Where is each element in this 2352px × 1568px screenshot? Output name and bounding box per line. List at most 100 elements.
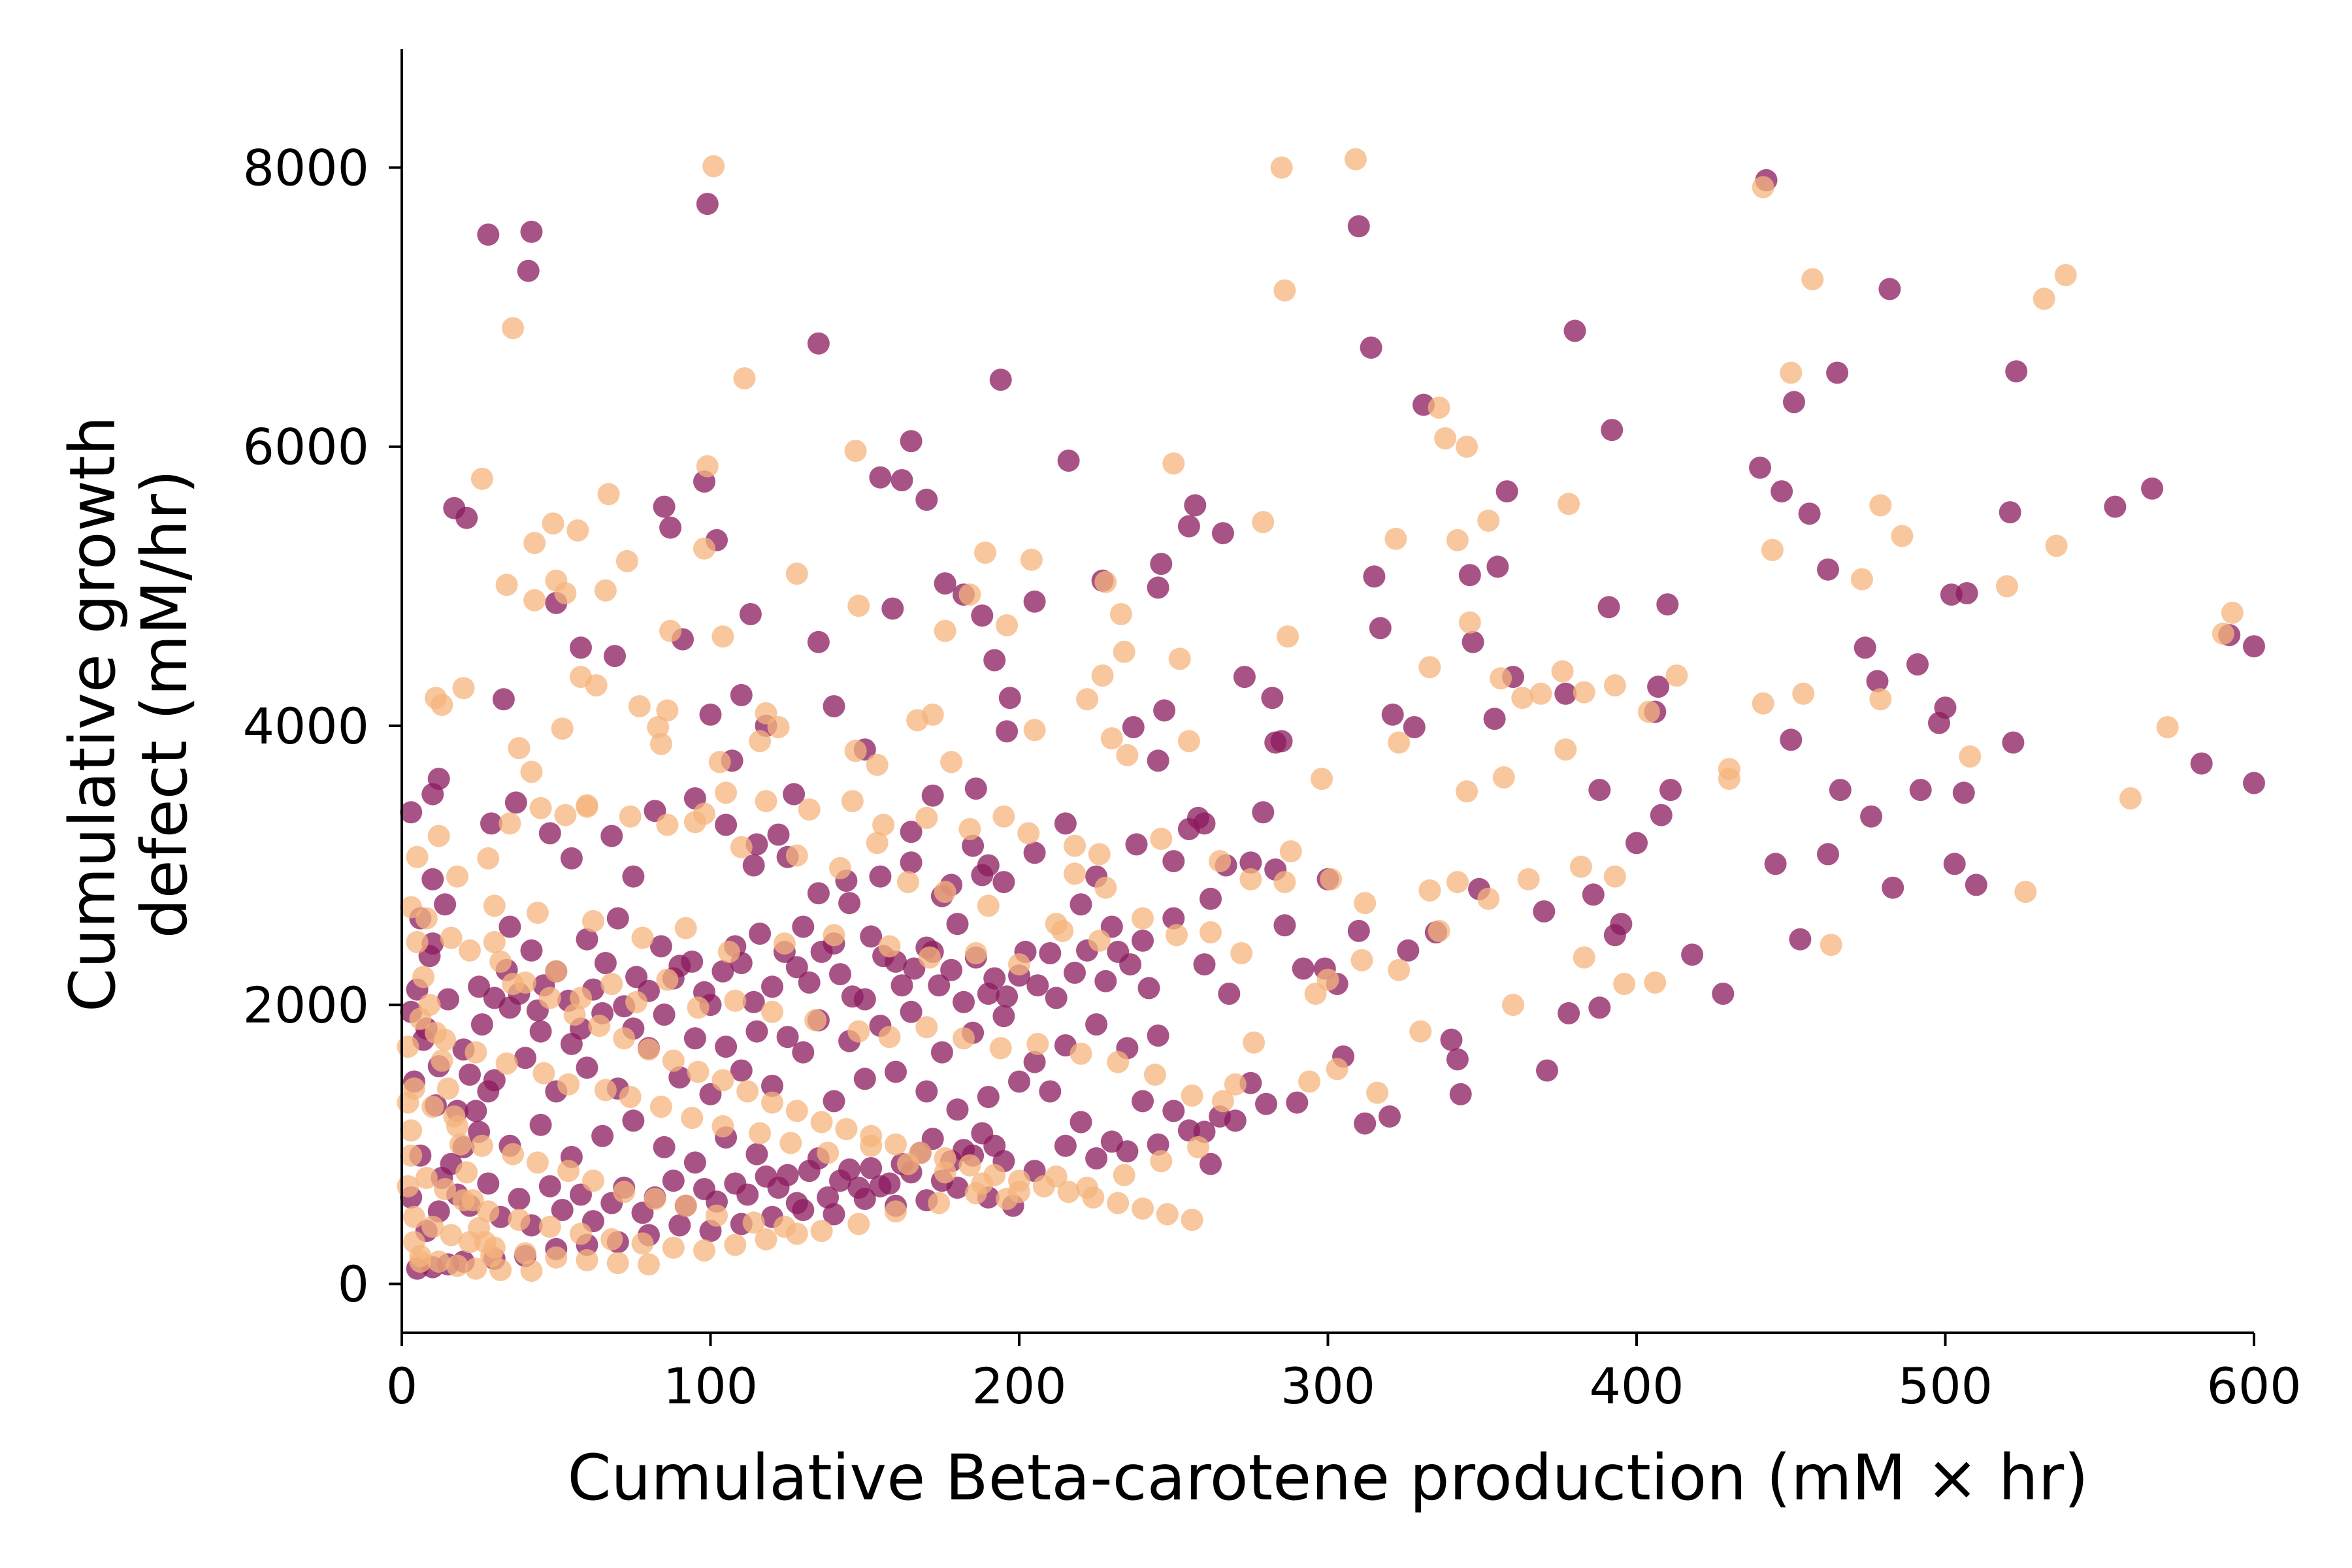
data-point	[844, 740, 867, 762]
data-point	[964, 942, 987, 964]
data-point	[619, 805, 642, 828]
data-point	[628, 695, 651, 717]
data-point	[551, 717, 574, 740]
data-point	[2190, 752, 2213, 775]
data-point	[502, 973, 525, 995]
data-point	[1780, 361, 1803, 384]
data-point	[1273, 871, 1296, 894]
data-point	[406, 931, 429, 953]
data-point	[681, 1107, 704, 1130]
data-point	[480, 812, 502, 835]
data-point	[683, 1151, 706, 1174]
data-point	[847, 1176, 870, 1199]
data-point	[1440, 1028, 1463, 1051]
data-point	[1147, 1024, 1169, 1047]
data-point	[878, 935, 901, 958]
x-tick-label: 300	[1281, 1357, 1375, 1415]
data-point	[1529, 682, 1552, 705]
data-point	[532, 1062, 555, 1085]
data-point	[810, 940, 833, 963]
data-point	[1350, 949, 1373, 972]
data-point	[477, 847, 500, 870]
data-point	[1311, 768, 1333, 791]
data-point	[1200, 921, 1222, 943]
data-point	[946, 913, 969, 936]
data-point	[554, 804, 577, 826]
data-point	[2221, 601, 2244, 624]
data-point	[538, 1175, 561, 1198]
data-point	[449, 1133, 472, 1156]
data-point	[446, 1254, 468, 1277]
data-point	[402, 1231, 425, 1254]
data-point	[1554, 682, 1577, 705]
data-point	[1665, 664, 1688, 687]
data-point	[570, 636, 592, 659]
data-point	[696, 193, 719, 216]
data-point	[1462, 630, 1484, 653]
data-point	[2045, 534, 2068, 557]
data-point	[551, 1199, 574, 1221]
data-point	[412, 966, 435, 988]
data-point	[1023, 1051, 1046, 1073]
data-point	[1446, 1048, 1469, 1071]
data-point	[400, 1144, 423, 1167]
data-point	[1761, 538, 1784, 561]
data-point	[653, 1135, 676, 1158]
data-point	[683, 1027, 706, 1050]
data-point	[1153, 699, 1176, 722]
data-point	[1637, 700, 1660, 723]
data-point	[1866, 670, 1889, 693]
data-point	[421, 1215, 444, 1238]
data-point	[1752, 692, 1774, 715]
data-point	[425, 1021, 447, 1044]
data-point	[776, 1026, 799, 1049]
data-point	[998, 687, 1021, 710]
data-point	[662, 1169, 685, 1192]
data-point	[508, 1188, 531, 1210]
data-point	[1064, 834, 1086, 857]
data-point	[1345, 148, 1367, 171]
data-point	[1162, 452, 1185, 475]
data-point	[1647, 676, 1670, 698]
data-point	[1483, 708, 1506, 730]
data-point	[1273, 279, 1296, 302]
data-point	[1057, 449, 1080, 472]
data-point	[625, 990, 648, 1013]
data-point	[1181, 1084, 1203, 1107]
data-point	[526, 902, 549, 924]
data-point	[1270, 156, 1293, 179]
data-point	[1573, 946, 1595, 969]
data-point	[872, 813, 895, 836]
data-point	[798, 1160, 821, 1183]
data-point	[2119, 787, 2142, 809]
x-tick-label: 0	[386, 1357, 417, 1415]
data-point	[962, 834, 985, 857]
data-point	[560, 847, 583, 870]
data-point	[736, 1183, 759, 1206]
data-point	[992, 1005, 1015, 1028]
data-point	[470, 467, 493, 490]
data-point	[649, 1096, 672, 1118]
data-point	[900, 851, 923, 874]
data-point	[502, 317, 525, 340]
data-point	[1039, 1080, 1062, 1103]
data-point	[823, 1203, 845, 1226]
data-point	[1008, 1070, 1030, 1093]
data-point	[508, 737, 531, 760]
data-point	[1008, 1169, 1030, 1192]
data-point	[1434, 427, 1457, 449]
data-point	[1882, 876, 1904, 899]
data-point	[715, 781, 738, 804]
data-point	[708, 751, 731, 774]
data-point	[668, 1214, 691, 1237]
data-point	[1054, 812, 1077, 835]
data-point	[649, 935, 672, 958]
data-point	[749, 923, 772, 945]
data-point	[878, 1172, 901, 1195]
data-point	[545, 960, 568, 983]
data-point	[647, 716, 670, 738]
data-point	[1495, 480, 1518, 503]
data-point	[921, 784, 944, 807]
data-point	[866, 832, 889, 855]
data-point	[613, 1027, 636, 1050]
